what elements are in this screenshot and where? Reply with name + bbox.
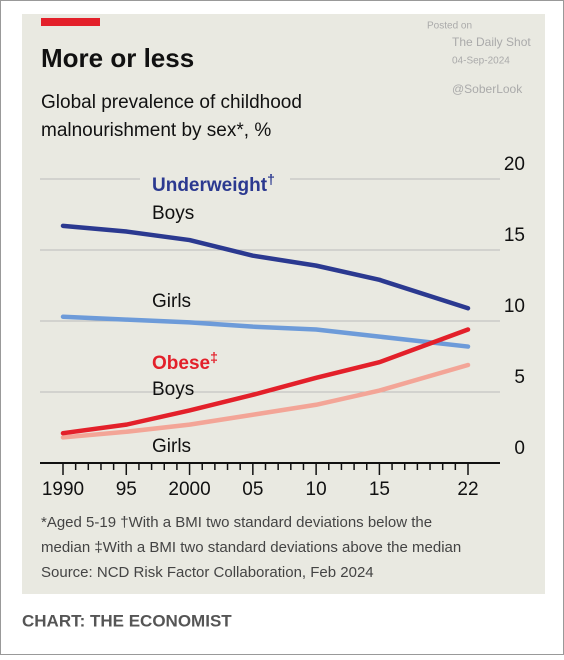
x-tick-label: 15 — [369, 479, 390, 500]
y-tick-label: 10 — [504, 296, 525, 317]
series-line — [60, 327, 471, 436]
footnote: *Aged 5-19 †With a BMI two standard devi… — [41, 514, 432, 531]
series-line — [60, 362, 471, 440]
watermark: The Daily Shot — [452, 35, 531, 49]
label-bg — [140, 172, 290, 198]
y-tick-label: 20 — [504, 154, 525, 175]
group-label: Underweight† — [152, 171, 275, 196]
x-tick-label: 1990 — [42, 479, 84, 500]
x-tick-label: 22 — [457, 479, 478, 500]
x-tick-label: 10 — [306, 479, 327, 500]
subtitle: malnourishment by sex*, % — [41, 120, 271, 141]
label-bg — [140, 350, 220, 376]
group-label: Obese‡ — [152, 349, 218, 374]
credit: CHART: THE ECONOMIST — [22, 611, 232, 630]
y-tick-label: 0 — [514, 438, 525, 459]
title: More or less — [41, 43, 194, 73]
subtitle: Global prevalence of childhood — [41, 92, 302, 113]
group-label-text: Underweight — [152, 175, 268, 196]
series-label: Boys — [152, 379, 194, 400]
x-tick-label: 95 — [116, 479, 137, 500]
watermark: @SoberLook — [452, 82, 523, 96]
series-label: Boys — [152, 203, 194, 224]
y-tick-label: 5 — [514, 367, 525, 388]
accent-bar — [41, 18, 100, 26]
source: Source: NCD Risk Factor Collaboration, F… — [41, 564, 374, 581]
series-label: Girls — [152, 291, 191, 312]
y-tick-label: 15 — [504, 225, 525, 246]
group-label-mark: ‡ — [210, 349, 218, 365]
x-tick-label: 2000 — [168, 479, 210, 500]
series-line — [60, 314, 471, 349]
x-tick-label: 05 — [242, 479, 263, 500]
footnote: median ‡With a BMI two standard deviatio… — [41, 539, 461, 556]
series-line — [60, 223, 471, 311]
watermark: 04-Sep-2024 — [452, 56, 510, 67]
series-label: Girls — [152, 436, 191, 457]
watermark: Posted on — [427, 21, 472, 32]
group-label-text: Obese — [152, 353, 210, 374]
group-label-mark: † — [267, 171, 275, 187]
